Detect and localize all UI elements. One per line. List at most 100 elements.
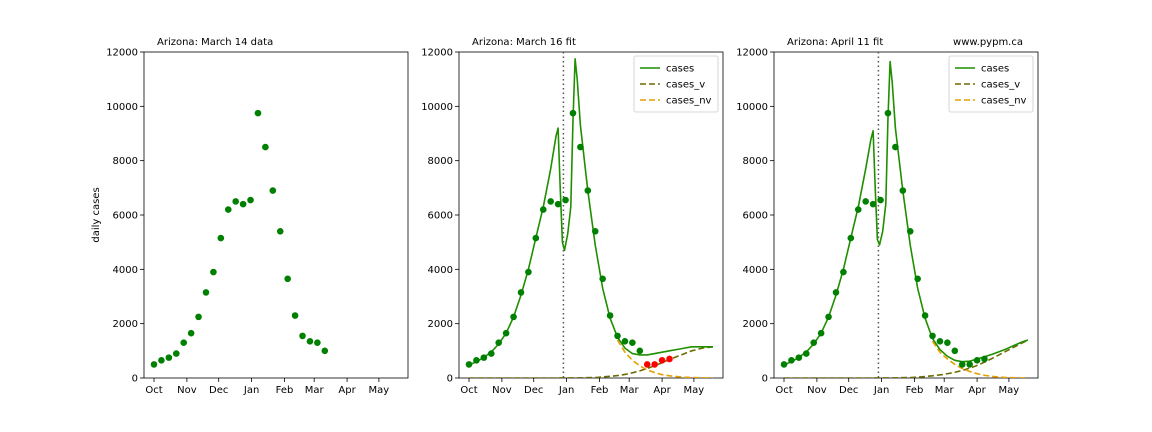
x-tick-label: Mar — [935, 385, 955, 396]
data-point — [636, 347, 644, 355]
x-tick-label: Nov — [177, 385, 197, 396]
y-tick-label: 4000 — [113, 265, 138, 276]
x-tick-label: Jan — [873, 385, 889, 396]
chart-title: Arizona: March 14 data — [157, 37, 273, 48]
data-point — [629, 339, 636, 346]
data-point — [180, 339, 188, 346]
plot-area — [465, 52, 714, 378]
legend-label: cases — [981, 64, 1009, 75]
data-point — [554, 200, 562, 208]
y-tick-label: 12000 — [421, 48, 453, 59]
new-data-point — [651, 361, 658, 368]
data-point — [473, 357, 480, 364]
data-point — [187, 329, 195, 337]
new-data-point — [666, 355, 673, 363]
data-point — [832, 289, 840, 296]
data-point — [232, 198, 239, 205]
legend: cases cases_v cases_nv — [948, 55, 1034, 113]
x-tick-label: Jan — [558, 385, 574, 396]
legend-label: cases_nv — [981, 96, 1027, 107]
data-point — [847, 234, 855, 242]
x-tick-label: Dec — [524, 385, 543, 396]
data-point — [944, 339, 951, 346]
data-point — [262, 143, 269, 151]
chart-title: Arizona: March 16 fit — [472, 37, 576, 48]
data-point — [510, 313, 517, 321]
new-data-point — [658, 357, 666, 364]
x-tick-label: Nov — [807, 385, 827, 396]
x-tick-label: Oct — [775, 385, 792, 396]
x-tick-label: Feb — [276, 385, 294, 396]
data-point — [502, 329, 510, 337]
data-point — [606, 312, 614, 319]
x-tick-label: Apr — [968, 385, 986, 396]
y-tick-label: 0 — [762, 374, 768, 385]
plot-frame — [143, 51, 409, 379]
data-point — [562, 196, 569, 204]
data-point — [951, 347, 959, 355]
data-point — [306, 338, 314, 345]
y-tick-label: 8000 — [113, 156, 138, 167]
x-tick-label: Apr — [338, 385, 356, 396]
data-point — [899, 187, 907, 194]
data-point — [254, 109, 262, 117]
data-point — [495, 339, 503, 346]
series-line-cases — [468, 57, 713, 366]
chart-title: Arizona: April 11 fit — [787, 37, 883, 48]
data-point — [936, 338, 944, 345]
y-tick-label: 2000 — [743, 319, 768, 330]
data-point — [614, 332, 621, 340]
legend-label: cases_nv — [666, 96, 712, 107]
data-point — [795, 354, 803, 361]
data-point — [892, 143, 899, 151]
data-point — [584, 187, 592, 194]
data-point — [591, 228, 599, 235]
y-tick-label: 6000 — [428, 211, 453, 222]
data-point — [884, 109, 892, 117]
legend-label: cases_v — [981, 80, 1020, 91]
y-axis-label: daily cases — [91, 187, 102, 242]
data-point — [817, 329, 825, 337]
y-tick-label: 6000 — [743, 211, 768, 222]
data-point — [314, 339, 321, 346]
data-point — [929, 332, 936, 340]
data-point — [480, 354, 488, 361]
y-tick-label: 10000 — [421, 102, 453, 113]
x-tick-label: Dec — [839, 385, 858, 396]
data-point — [869, 200, 877, 208]
data-point — [269, 187, 277, 194]
data-point — [780, 361, 788, 368]
y-tick-label: 6000 — [113, 211, 138, 222]
x-tick-label: Nov — [492, 385, 512, 396]
data-point — [487, 350, 495, 357]
y-tick-label: 0 — [447, 374, 453, 385]
series-line-cases_nv — [616, 339, 714, 378]
data-point — [525, 268, 532, 276]
data-point — [921, 312, 929, 319]
data-point — [621, 338, 629, 345]
data-point — [202, 289, 210, 296]
x-tick-label: Mar — [305, 385, 325, 396]
data-point — [788, 357, 795, 364]
x-tick-label: Feb — [906, 385, 924, 396]
y-tick-label: 10000 — [736, 102, 768, 113]
data-point — [877, 196, 884, 204]
x-tick-label: May — [684, 385, 705, 396]
x-tick-label: Jan — [243, 385, 259, 396]
data-point — [810, 339, 818, 346]
chart-note: www.pypm.ca — [953, 37, 1023, 48]
legend: cases cases_v cases_nv — [633, 55, 719, 113]
data-point — [217, 234, 225, 242]
legend-label: cases — [666, 64, 694, 75]
data-point — [539, 206, 547, 213]
legend-label: cases_v — [666, 80, 705, 91]
series-line-cases_v — [469, 346, 714, 378]
data-point — [239, 200, 247, 208]
chart-panel-3: 0 2000 4000 6000 8000 10000 12000 Oct Nov Dec Jan F… — [736, 37, 1039, 396]
data-point — [862, 198, 869, 205]
data-point — [958, 361, 966, 368]
data-point — [840, 268, 847, 276]
series-line-cases_v — [784, 339, 1029, 378]
y-tick-label: 8000 — [743, 156, 768, 167]
